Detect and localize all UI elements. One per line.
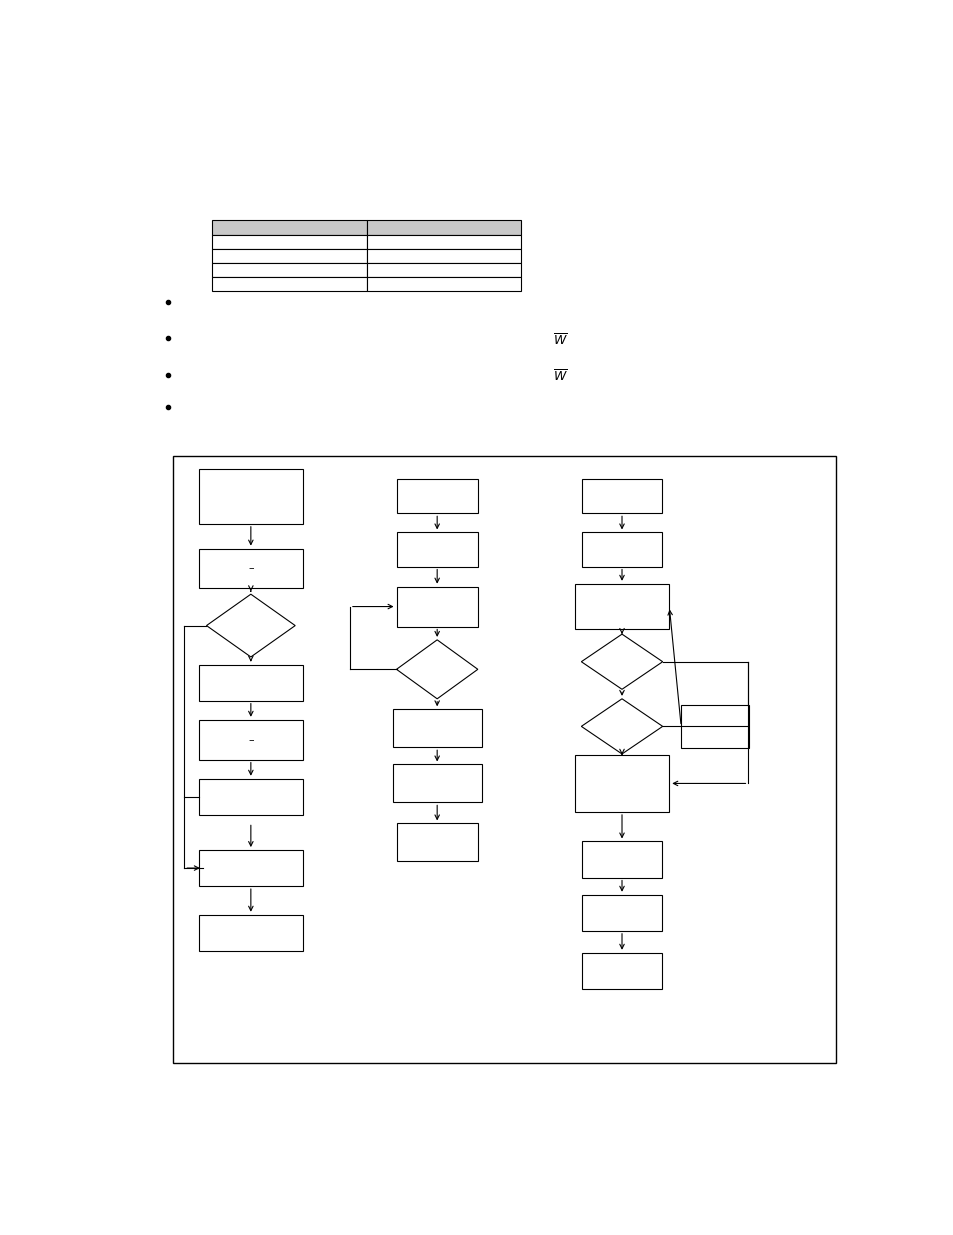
Bar bbox=[367, 249, 521, 263]
Bar bbox=[199, 720, 302, 760]
Bar bbox=[367, 235, 521, 249]
Bar bbox=[173, 456, 835, 1063]
Bar bbox=[396, 824, 477, 862]
Bar bbox=[393, 764, 481, 803]
Bar bbox=[199, 850, 302, 887]
Text: $\overline{W}$: $\overline{W}$ bbox=[552, 332, 567, 348]
Bar bbox=[396, 479, 477, 514]
Bar bbox=[574, 755, 669, 811]
Bar bbox=[581, 532, 661, 567]
Bar bbox=[581, 952, 661, 989]
Bar bbox=[581, 841, 661, 878]
Bar bbox=[581, 894, 661, 931]
Bar bbox=[396, 587, 477, 626]
Bar bbox=[393, 709, 481, 747]
Bar bbox=[213, 220, 367, 235]
Polygon shape bbox=[396, 640, 477, 699]
Bar bbox=[367, 277, 521, 291]
Polygon shape bbox=[580, 634, 662, 689]
Bar bbox=[199, 915, 302, 951]
Polygon shape bbox=[580, 699, 662, 753]
Bar bbox=[213, 249, 367, 263]
Text: –: – bbox=[248, 735, 253, 745]
Text: $\overline{W}$: $\overline{W}$ bbox=[552, 369, 567, 384]
Bar bbox=[367, 263, 521, 277]
Bar bbox=[680, 704, 748, 748]
Bar bbox=[199, 664, 302, 700]
Bar bbox=[199, 468, 302, 524]
Bar bbox=[581, 479, 661, 514]
Bar bbox=[213, 277, 367, 291]
Polygon shape bbox=[206, 594, 294, 657]
Bar bbox=[213, 235, 367, 249]
Bar bbox=[574, 584, 669, 630]
Bar bbox=[199, 779, 302, 815]
Bar bbox=[367, 220, 521, 235]
Bar bbox=[213, 263, 367, 277]
Bar bbox=[199, 548, 302, 589]
Text: –: – bbox=[248, 563, 253, 573]
Bar bbox=[396, 532, 477, 567]
